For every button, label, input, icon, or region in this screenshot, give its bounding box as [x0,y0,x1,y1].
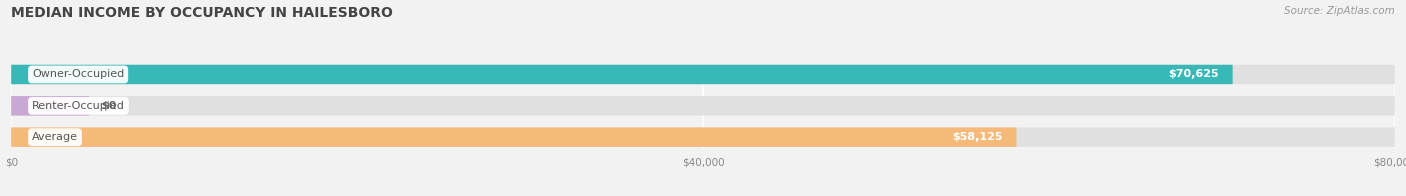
FancyBboxPatch shape [11,96,89,116]
FancyBboxPatch shape [11,65,1395,84]
FancyBboxPatch shape [11,65,1233,84]
Text: $58,125: $58,125 [952,132,1002,142]
FancyBboxPatch shape [11,127,1395,147]
Text: Renter-Occupied: Renter-Occupied [32,101,125,111]
Text: MEDIAN INCOME BY OCCUPANCY IN HAILESBORO: MEDIAN INCOME BY OCCUPANCY IN HAILESBORO [11,6,394,20]
Text: Source: ZipAtlas.com: Source: ZipAtlas.com [1284,6,1395,16]
FancyBboxPatch shape [11,127,1017,147]
FancyBboxPatch shape [11,96,1395,116]
Text: $70,625: $70,625 [1168,69,1219,80]
Text: Owner-Occupied: Owner-Occupied [32,69,124,80]
Text: $0: $0 [101,101,117,111]
Text: Average: Average [32,132,77,142]
